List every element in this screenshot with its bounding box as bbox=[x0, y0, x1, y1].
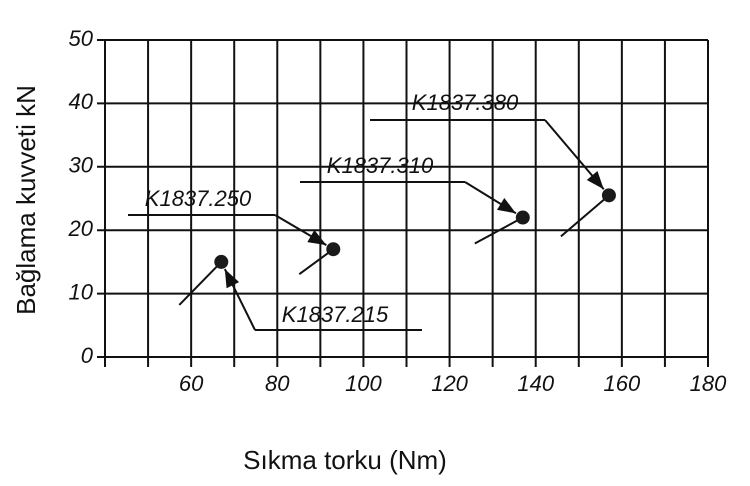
y-tick-label: 40 bbox=[69, 89, 94, 114]
x-tick-label: 80 bbox=[265, 371, 290, 396]
x-tick-label: 100 bbox=[345, 371, 382, 396]
tail-line bbox=[474, 216, 524, 245]
point bbox=[214, 254, 229, 269]
tail-line bbox=[298, 248, 334, 276]
x-tick-label: 140 bbox=[517, 371, 554, 396]
point-label: K1837.380 bbox=[412, 90, 519, 115]
y-tick-label: 50 bbox=[69, 26, 94, 51]
x-axis-label: Sıkma torku (Nm) bbox=[243, 445, 447, 475]
x-tick-label: 120 bbox=[431, 371, 468, 396]
point-label: K1837.310 bbox=[327, 153, 434, 178]
point bbox=[601, 188, 616, 203]
y-tick-label: 10 bbox=[69, 279, 94, 304]
point bbox=[515, 210, 530, 225]
x-tick-label: 60 bbox=[179, 371, 204, 396]
y-tick-label: 20 bbox=[68, 216, 94, 241]
y-tick-label: 30 bbox=[69, 153, 94, 178]
tail-line bbox=[178, 261, 223, 306]
y-tick-label: 0 bbox=[81, 343, 94, 368]
arrow-head bbox=[224, 269, 240, 289]
point bbox=[326, 242, 341, 257]
point-label: K1837.250 bbox=[145, 186, 252, 211]
x-tick-label: 160 bbox=[603, 371, 640, 396]
y-axis-label: Bağlama kuvveti kN bbox=[11, 85, 41, 315]
arrow-head bbox=[307, 230, 327, 246]
arrow-head bbox=[496, 197, 516, 214]
point-label: K1837.215 bbox=[282, 302, 389, 327]
x-tick-label: 180 bbox=[690, 371, 727, 396]
arrow-head bbox=[586, 170, 604, 190]
tail-line bbox=[560, 194, 610, 238]
